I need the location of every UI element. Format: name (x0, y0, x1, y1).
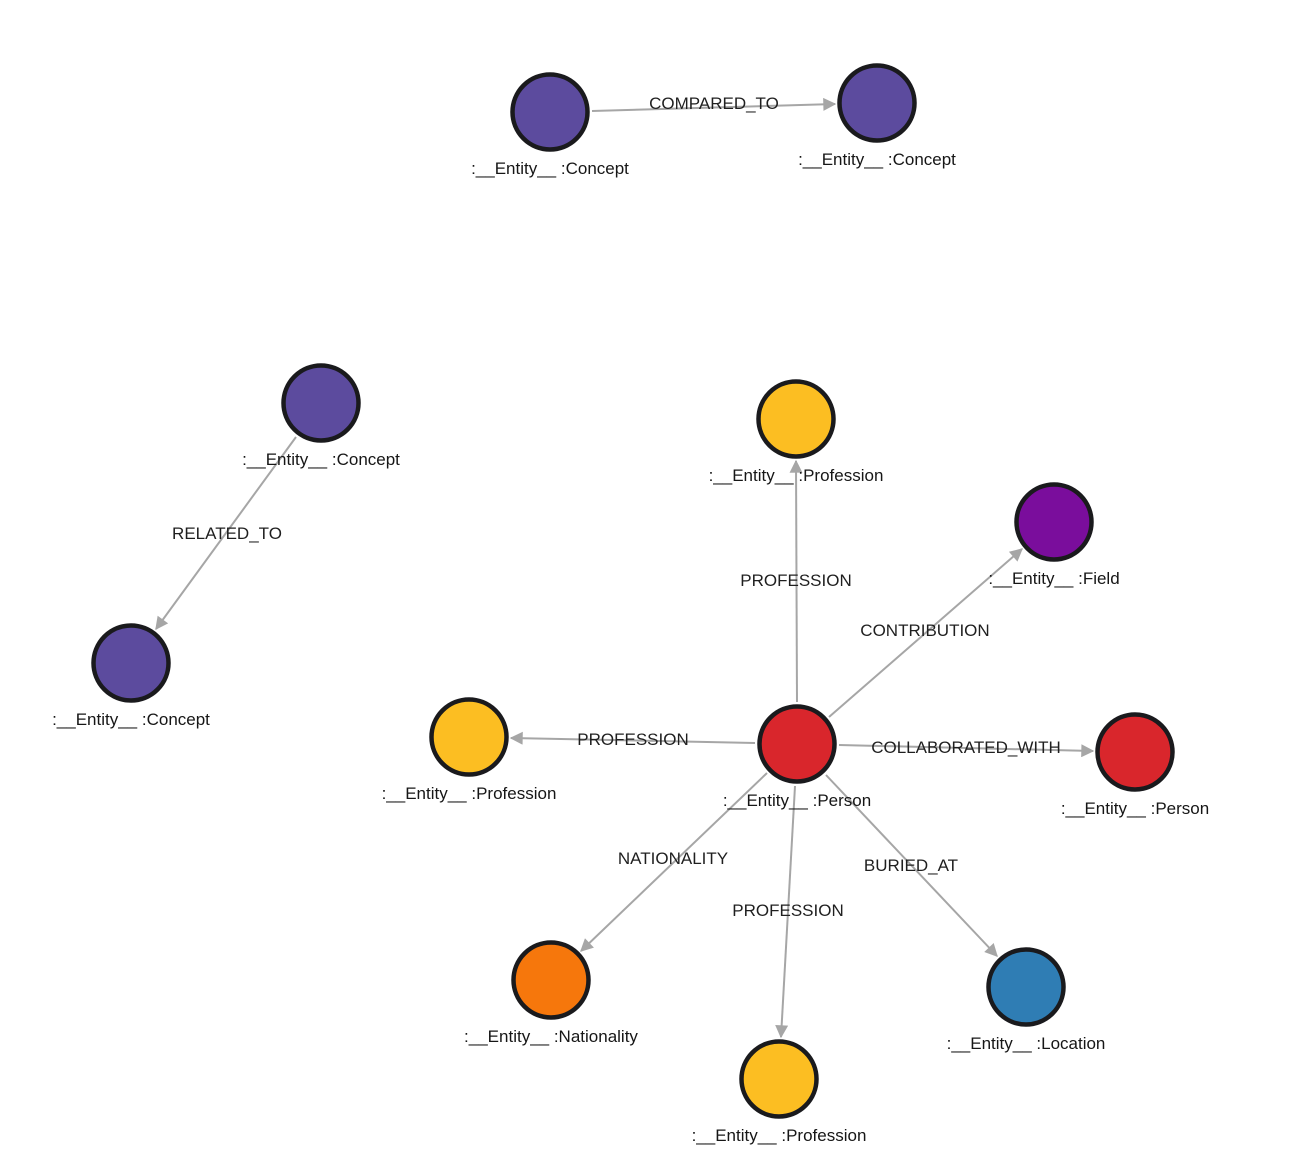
edge-line-related-to[interactable] (155, 436, 297, 631)
node-field[interactable]: :__Entity__ :Field (988, 482, 1120, 589)
node-concept-c[interactable]: :__Entity__ :Concept (242, 363, 400, 470)
node-caption: :__Entity__ :Concept (471, 159, 629, 178)
edge-label-profession-top[interactable]: PROFESSION (740, 571, 851, 590)
edge-profession-bottom: PROFESSION (732, 785, 844, 1039)
node-caption: :__Entity__ :Profession (692, 1126, 867, 1145)
node-caption: :__Entity__ :Person (1061, 799, 1209, 818)
edge-related-to: RELATED_TO (155, 436, 297, 631)
node-nationality[interactable]: :__Entity__ :Nationality (464, 940, 638, 1047)
node-circle[interactable] (1014, 482, 1094, 562)
node-caption: :__Entity__ :Concept (798, 150, 956, 169)
edge-line-nationality[interactable] (580, 772, 768, 952)
edge-label-contribution[interactable]: CONTRIBUTION (860, 621, 989, 640)
node-caption: :__Entity__ :Nationality (464, 1027, 638, 1046)
node-circle[interactable] (739, 1039, 819, 1119)
node-circle[interactable] (281, 363, 361, 443)
node-circle[interactable] (510, 72, 590, 152)
edge-collaborated-with: COLLABORATED_WITH (838, 738, 1095, 758)
edge-line-profession-top[interactable] (789, 459, 803, 703)
edge-label-profession-bottom[interactable]: PROFESSION (732, 901, 843, 920)
node-circle[interactable] (837, 63, 917, 143)
node-location[interactable]: :__Entity__ :Location (947, 947, 1106, 1054)
edge-compared-to: COMPARED_TO (591, 94, 837, 113)
node-circle[interactable] (756, 379, 836, 459)
node-profession-left[interactable]: :__Entity__ :Profession (382, 697, 557, 804)
node-profession-top[interactable]: :__Entity__ :Profession (709, 379, 884, 486)
edge-line-collaborated-with[interactable] (838, 744, 1095, 758)
edge-contribution: CONTRIBUTION (828, 548, 1023, 718)
node-caption: :__Entity__ :Profession (382, 784, 557, 803)
node-person-center[interactable]: :__Entity__ :Person (723, 704, 871, 811)
node-concept-a[interactable]: :__Entity__ :Concept (471, 72, 629, 179)
node-caption: :__Entity__ :Concept (52, 710, 210, 729)
edge-line-contribution[interactable] (828, 548, 1023, 718)
node-circle[interactable] (511, 940, 591, 1020)
edge-profession-top: PROFESSION (740, 459, 852, 703)
node-circle[interactable] (1095, 712, 1175, 792)
node-person-right[interactable]: :__Entity__ :Person (1061, 712, 1209, 819)
edge-line-buried-at[interactable] (825, 774, 998, 957)
edge-label-related-to[interactable]: RELATED_TO (172, 524, 282, 543)
edge-nationality: NATIONALITY (580, 772, 768, 952)
node-circle[interactable] (429, 697, 509, 777)
node-caption: :__Entity__ :Location (947, 1034, 1106, 1053)
edge-buried-at: BURIED_AT (825, 774, 998, 957)
edge-line-profession-left[interactable] (509, 731, 756, 745)
edge-label-compared-to[interactable]: COMPARED_TO (649, 94, 779, 113)
node-circle[interactable] (757, 704, 837, 784)
node-caption: :__Entity__ :Concept (242, 450, 400, 469)
node-caption: :__Entity__ :Person (723, 791, 871, 810)
node-profession-bottom[interactable]: :__Entity__ :Profession (692, 1039, 867, 1146)
node-caption: :__Entity__ :Field (988, 569, 1119, 588)
edge-label-nationality[interactable]: NATIONALITY (618, 849, 728, 868)
edge-label-buried-at[interactable]: BURIED_AT (864, 856, 958, 875)
node-circle[interactable] (91, 623, 171, 703)
node-concept-b[interactable]: :__Entity__ :Concept (798, 63, 956, 170)
edge-label-collaborated-with[interactable]: COLLABORATED_WITH (871, 738, 1061, 757)
edge-line-profession-bottom[interactable] (775, 785, 796, 1039)
node-caption: :__Entity__ :Profession (709, 466, 884, 485)
node-circle[interactable] (986, 947, 1066, 1027)
node-concept-d[interactable]: :__Entity__ :Concept (52, 623, 210, 730)
edge-profession-left: PROFESSION (509, 730, 756, 749)
edge-label-profession-left[interactable]: PROFESSION (577, 730, 688, 749)
edge-line-compared-to[interactable] (591, 97, 837, 112)
